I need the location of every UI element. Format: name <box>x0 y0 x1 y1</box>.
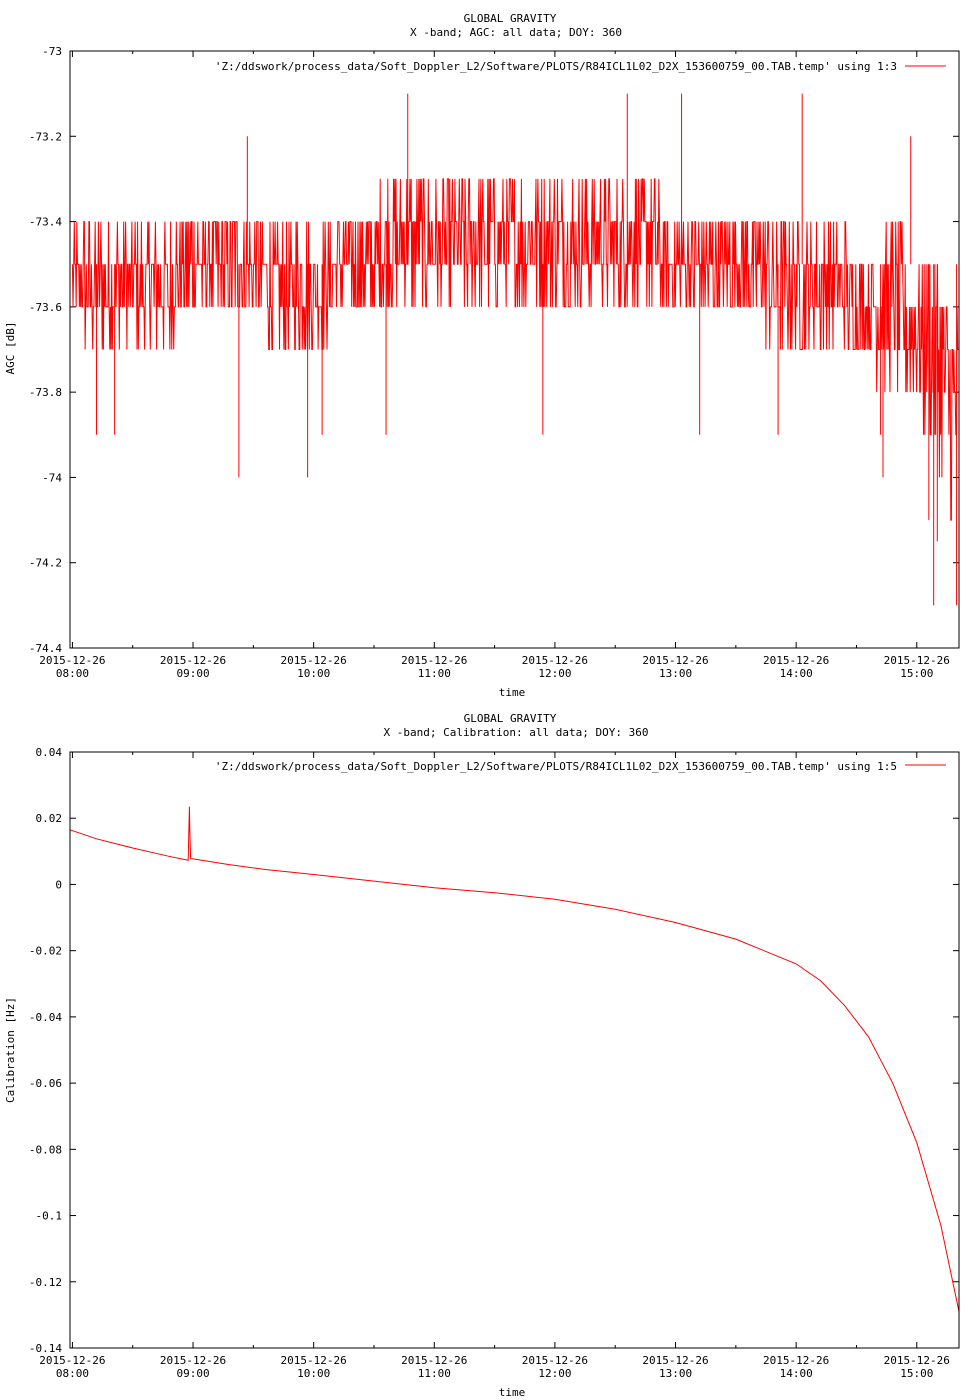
chart-title: GLOBAL GRAVITY <box>464 712 557 725</box>
x-tick-date: 2015-12-26 <box>884 1354 950 1367</box>
x-tick-time: 12:00 <box>538 667 571 680</box>
y-axis-label: Calibration [Hz] <box>4 997 17 1103</box>
y-tick-label: -73.6 <box>29 301 62 314</box>
chart-subtitle: X -band; AGC: all data; DOY: 360 <box>410 26 622 39</box>
x-tick-time: 13:00 <box>659 1367 692 1380</box>
x-tick-time: 10:00 <box>297 667 330 680</box>
x-tick-time: 11:00 <box>418 1367 451 1380</box>
y-tick-label: 0.04 <box>36 746 63 759</box>
x-tick-time: 15:00 <box>900 1367 933 1380</box>
y-tick-label: 0 <box>55 878 62 891</box>
y-tick-label: -0.08 <box>29 1143 62 1156</box>
x-axis-label: time <box>499 1386 526 1399</box>
x-tick-time: 08:00 <box>56 1367 89 1380</box>
x-tick-time: 08:00 <box>56 667 89 680</box>
x-tick-time: 14:00 <box>780 667 813 680</box>
legend-label: 'Z:/ddswork/process_data/Soft_Doppler_L2… <box>215 760 897 773</box>
y-tick-label: -74.4 <box>29 642 62 655</box>
x-tick-time: 11:00 <box>418 667 451 680</box>
calibration-chart: GLOBAL GRAVITY X -band; Calibration: all… <box>4 712 960 1399</box>
x-tick-date: 2015-12-26 <box>884 654 950 667</box>
x-tick-date: 2015-12-26 <box>281 1354 347 1367</box>
legend-label: 'Z:/ddswork/process_data/Soft_Doppler_L2… <box>215 60 897 73</box>
calibration-series-line <box>69 806 960 1312</box>
y-tick-label: -73.2 <box>29 130 62 143</box>
x-tick-date: 2015-12-26 <box>160 1354 226 1367</box>
x-tick-time: 15:00 <box>900 667 933 680</box>
x-tick-date: 2015-12-26 <box>522 654 588 667</box>
x-tick-date: 2015-12-26 <box>39 1354 105 1367</box>
x-tick-date: 2015-12-26 <box>522 1354 588 1367</box>
x-tick-date: 2015-12-26 <box>642 654 708 667</box>
chart-subtitle: X -band; Calibration: all data; DOY: 360 <box>384 726 649 739</box>
x-tick-date: 2015-12-26 <box>763 1354 829 1367</box>
plot-frame <box>69 50 960 649</box>
x-tick-time: 09:00 <box>176 1367 209 1380</box>
y-tick-label: -74 <box>42 471 62 484</box>
x-tick-time: 09:00 <box>176 667 209 680</box>
x-tick-date: 2015-12-26 <box>401 654 467 667</box>
y-tick-label: -0.04 <box>29 1011 62 1024</box>
y-tick-label: -0.14 <box>29 1342 62 1355</box>
y-tick-label: -74.2 <box>29 557 62 570</box>
x-tick-date: 2015-12-26 <box>39 654 105 667</box>
y-tick-label: -0.12 <box>29 1276 62 1289</box>
x-tick-date: 2015-12-26 <box>763 654 829 667</box>
x-axis-label: time <box>499 686 526 699</box>
y-axis-label: AGC [dB] <box>4 322 17 375</box>
y-tick-label: -0.06 <box>29 1077 62 1090</box>
agc-series-line <box>71 178 959 521</box>
y-tick-label: -73 <box>42 45 62 58</box>
y-tick-label: -0.1 <box>36 1210 63 1223</box>
x-tick-time: 13:00 <box>659 667 692 680</box>
x-tick-time: 10:00 <box>297 1367 330 1380</box>
x-tick-time: 12:00 <box>538 1367 571 1380</box>
x-tick-date: 2015-12-26 <box>281 654 347 667</box>
x-tick-time: 14:00 <box>780 1367 813 1380</box>
agc-chart: GLOBAL GRAVITY X -band; AGC: all data; D… <box>4 12 960 699</box>
x-tick-date: 2015-12-26 <box>401 1354 467 1367</box>
plot-frame <box>69 751 960 1349</box>
chart-title: GLOBAL GRAVITY <box>464 12 557 25</box>
x-tick-date: 2015-12-26 <box>160 654 226 667</box>
y-tick-label: 0.02 <box>36 812 63 825</box>
y-tick-label: -0.02 <box>29 945 62 958</box>
y-tick-label: -73.4 <box>29 216 62 229</box>
x-tick-date: 2015-12-26 <box>642 1354 708 1367</box>
y-tick-label: -73.8 <box>29 386 62 399</box>
